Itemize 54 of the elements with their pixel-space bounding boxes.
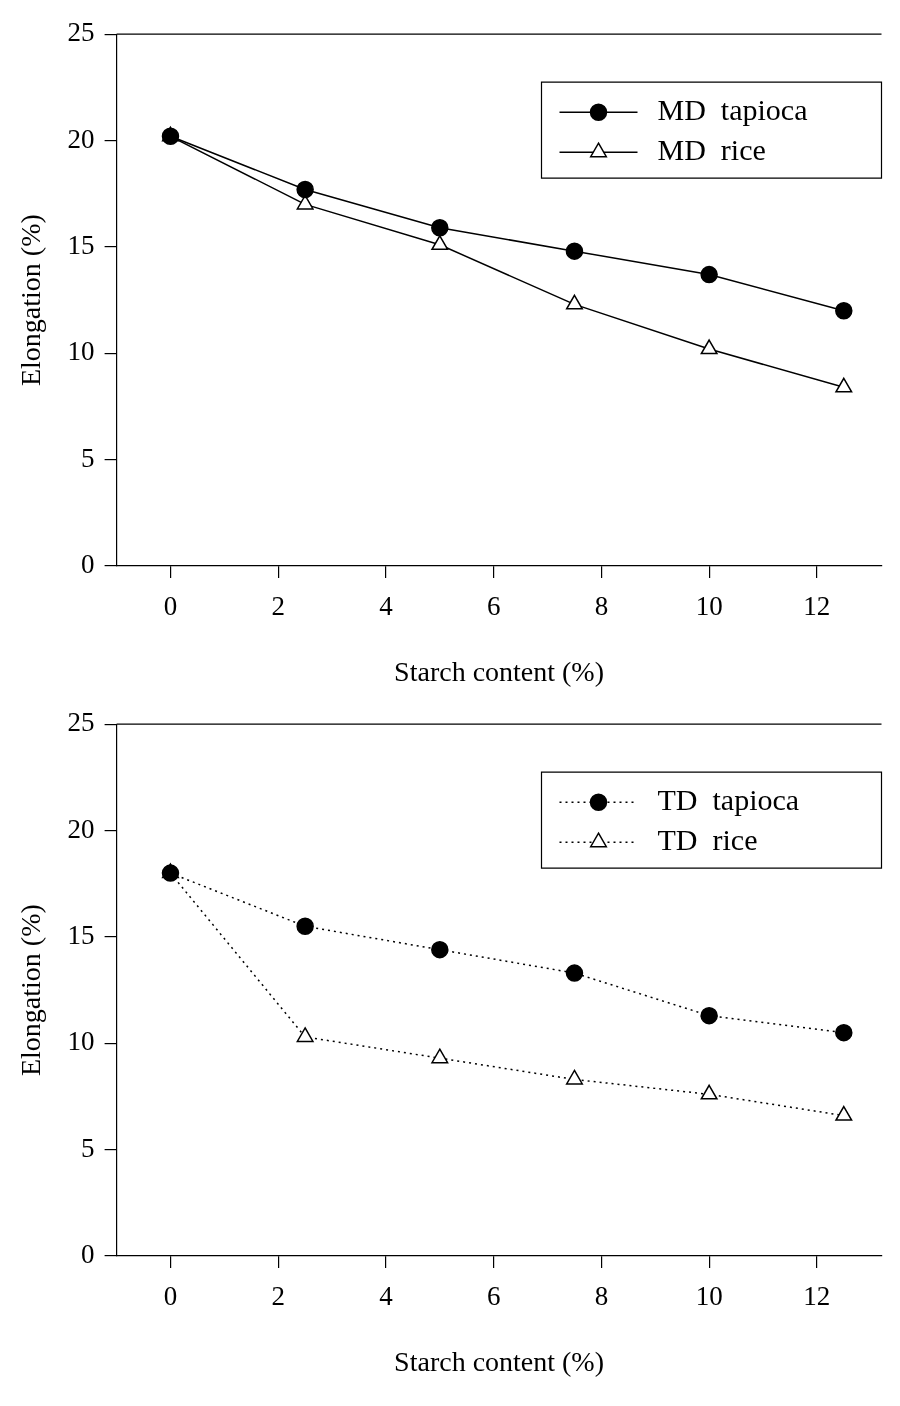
point (431, 235, 449, 251)
x-tick-label: 12 (803, 1281, 831, 1312)
x-tick-label: 4 (379, 1281, 394, 1312)
y-tick-label: 20 (67, 813, 95, 844)
point (835, 1023, 853, 1042)
x-tick-label: 8 (594, 1281, 609, 1312)
y-tick-label: 5 (81, 1132, 95, 1163)
x-tick-label: 8 (594, 591, 609, 622)
point (161, 127, 180, 146)
point (431, 1048, 449, 1064)
point (296, 917, 314, 936)
point (835, 377, 853, 393)
point (296, 1027, 314, 1043)
x-tick-label: 6 (486, 1281, 501, 1312)
y-tick-label: 10 (67, 336, 95, 367)
legend-label: MD rice (657, 133, 766, 167)
y-tick-label: 0 (81, 549, 95, 580)
x-axis-title: Starch content (%) (394, 655, 605, 687)
legend-label: TD tapioca (657, 783, 800, 817)
x-tick-label: 2 (271, 1281, 285, 1312)
y-axis-title: Elongation (%) (15, 904, 47, 1077)
x-tick-label: 12 (803, 591, 831, 622)
x-tick-label: 0 (163, 1281, 178, 1312)
x-axis-title: Starch content (%) (394, 1345, 605, 1377)
legend-label: TD rice (657, 823, 758, 857)
y-tick-label: 10 (67, 1026, 95, 1057)
y-tick-label: 20 (67, 123, 95, 154)
x-tick-label: 4 (379, 591, 394, 622)
y-tick-label: 0 (81, 1239, 95, 1270)
point (565, 1069, 584, 1085)
point (431, 940, 449, 959)
point (565, 294, 584, 310)
x-tick-label: 10 (695, 1281, 723, 1312)
y-tick-label: 15 (67, 920, 95, 951)
point (565, 242, 584, 260)
x-tick-label: 2 (271, 591, 285, 622)
y-tick-label: 5 (81, 442, 95, 473)
point (835, 1105, 853, 1121)
point (700, 1006, 718, 1025)
y-axis-title: Elongation (%) (15, 214, 47, 387)
point (565, 964, 584, 982)
point (296, 180, 314, 199)
point (700, 1084, 718, 1100)
x-tick-label: 0 (163, 591, 178, 622)
point (700, 265, 718, 284)
y-tick-label: 25 (67, 707, 95, 738)
point (835, 301, 853, 320)
point (431, 219, 449, 237)
legend-label: MD tapioca (657, 93, 808, 127)
x-tick-label: 10 (695, 591, 723, 622)
x-tick-label: 6 (486, 591, 501, 622)
y-tick-label: 15 (67, 230, 95, 261)
y-tick-label: 25 (67, 17, 95, 48)
point (700, 339, 718, 355)
